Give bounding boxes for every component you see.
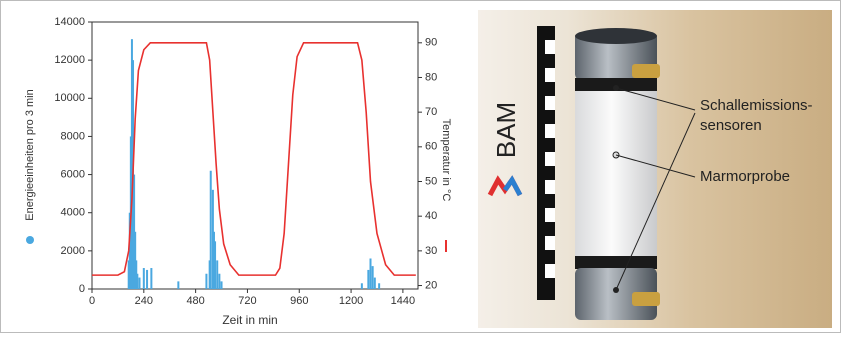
bar xyxy=(127,260,130,289)
annotation: Schallemissions- xyxy=(700,97,813,114)
y-tick-label: 6000 xyxy=(61,168,85,180)
y-tick-label: 14000 xyxy=(54,16,85,28)
bar xyxy=(211,189,214,289)
y-tick-label: 2000 xyxy=(61,245,85,257)
x-tick-label: 1200 xyxy=(339,295,363,307)
bar xyxy=(133,174,136,289)
y2-tick-label: 60 xyxy=(425,141,437,153)
x-tick-label: 480 xyxy=(186,295,204,307)
bar xyxy=(209,170,212,289)
x-tick-label: 240 xyxy=(135,295,153,307)
annotation: Marmorprobe xyxy=(700,168,790,185)
bar xyxy=(146,269,149,289)
photo: BAM Schallemissions- sensoren Marmorprob… xyxy=(478,10,832,328)
annotation: sensoren xyxy=(700,117,762,134)
y-tick-label: 8000 xyxy=(61,130,85,142)
bar xyxy=(128,212,131,289)
logo-text: BAM xyxy=(491,102,521,158)
bar xyxy=(138,277,141,289)
bar xyxy=(367,269,370,289)
y2-tick-label: 40 xyxy=(425,210,437,222)
bar xyxy=(212,231,215,289)
bar xyxy=(369,258,372,289)
y-tick-label: 10000 xyxy=(54,92,85,104)
bar xyxy=(135,260,138,289)
x-tick-label: 720 xyxy=(238,295,256,307)
y2-tick-label: 30 xyxy=(425,245,437,257)
x-tick-label: 960 xyxy=(290,295,308,307)
bar xyxy=(134,231,137,289)
x-tick-label: 0 xyxy=(89,295,95,307)
bar xyxy=(142,268,145,289)
y2-tick-label: 20 xyxy=(425,279,437,291)
bar xyxy=(150,268,153,289)
bar xyxy=(373,277,376,289)
bar xyxy=(205,273,208,289)
y-tick-label: 4000 xyxy=(61,207,85,219)
y2-tick-label: 90 xyxy=(425,37,437,49)
bar xyxy=(218,273,221,289)
y2-tick-label: 70 xyxy=(425,106,437,118)
bar xyxy=(177,281,180,289)
bar xyxy=(208,260,211,289)
bar xyxy=(214,241,217,289)
legend-marker xyxy=(26,236,34,244)
y-tick-label: 0 xyxy=(79,283,85,295)
y2-tick-label: 80 xyxy=(425,71,437,83)
bar xyxy=(378,283,381,289)
bar xyxy=(130,39,133,289)
bar xyxy=(136,273,139,289)
y2-axis-label: Temperatur in °C xyxy=(440,119,452,202)
y2-tick-label: 50 xyxy=(425,175,437,187)
y-tick-label: 12000 xyxy=(54,54,85,66)
bar xyxy=(371,266,374,289)
bar xyxy=(220,281,223,289)
x-tick-label: 1440 xyxy=(391,295,415,307)
bar xyxy=(216,260,219,289)
temperature-line xyxy=(92,42,416,276)
bar xyxy=(360,283,363,289)
x-axis-label: Zeit in min xyxy=(222,313,277,327)
y-axis-label: Energieeinheiten pro 3 min xyxy=(24,89,36,220)
plot-area xyxy=(91,21,419,290)
